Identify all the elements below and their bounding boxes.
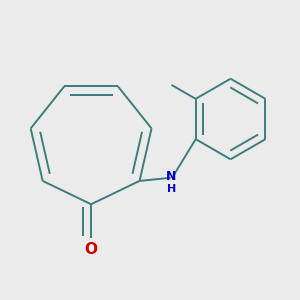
Text: O: O (85, 242, 98, 257)
Text: H: H (167, 184, 176, 194)
Text: N: N (166, 170, 176, 183)
